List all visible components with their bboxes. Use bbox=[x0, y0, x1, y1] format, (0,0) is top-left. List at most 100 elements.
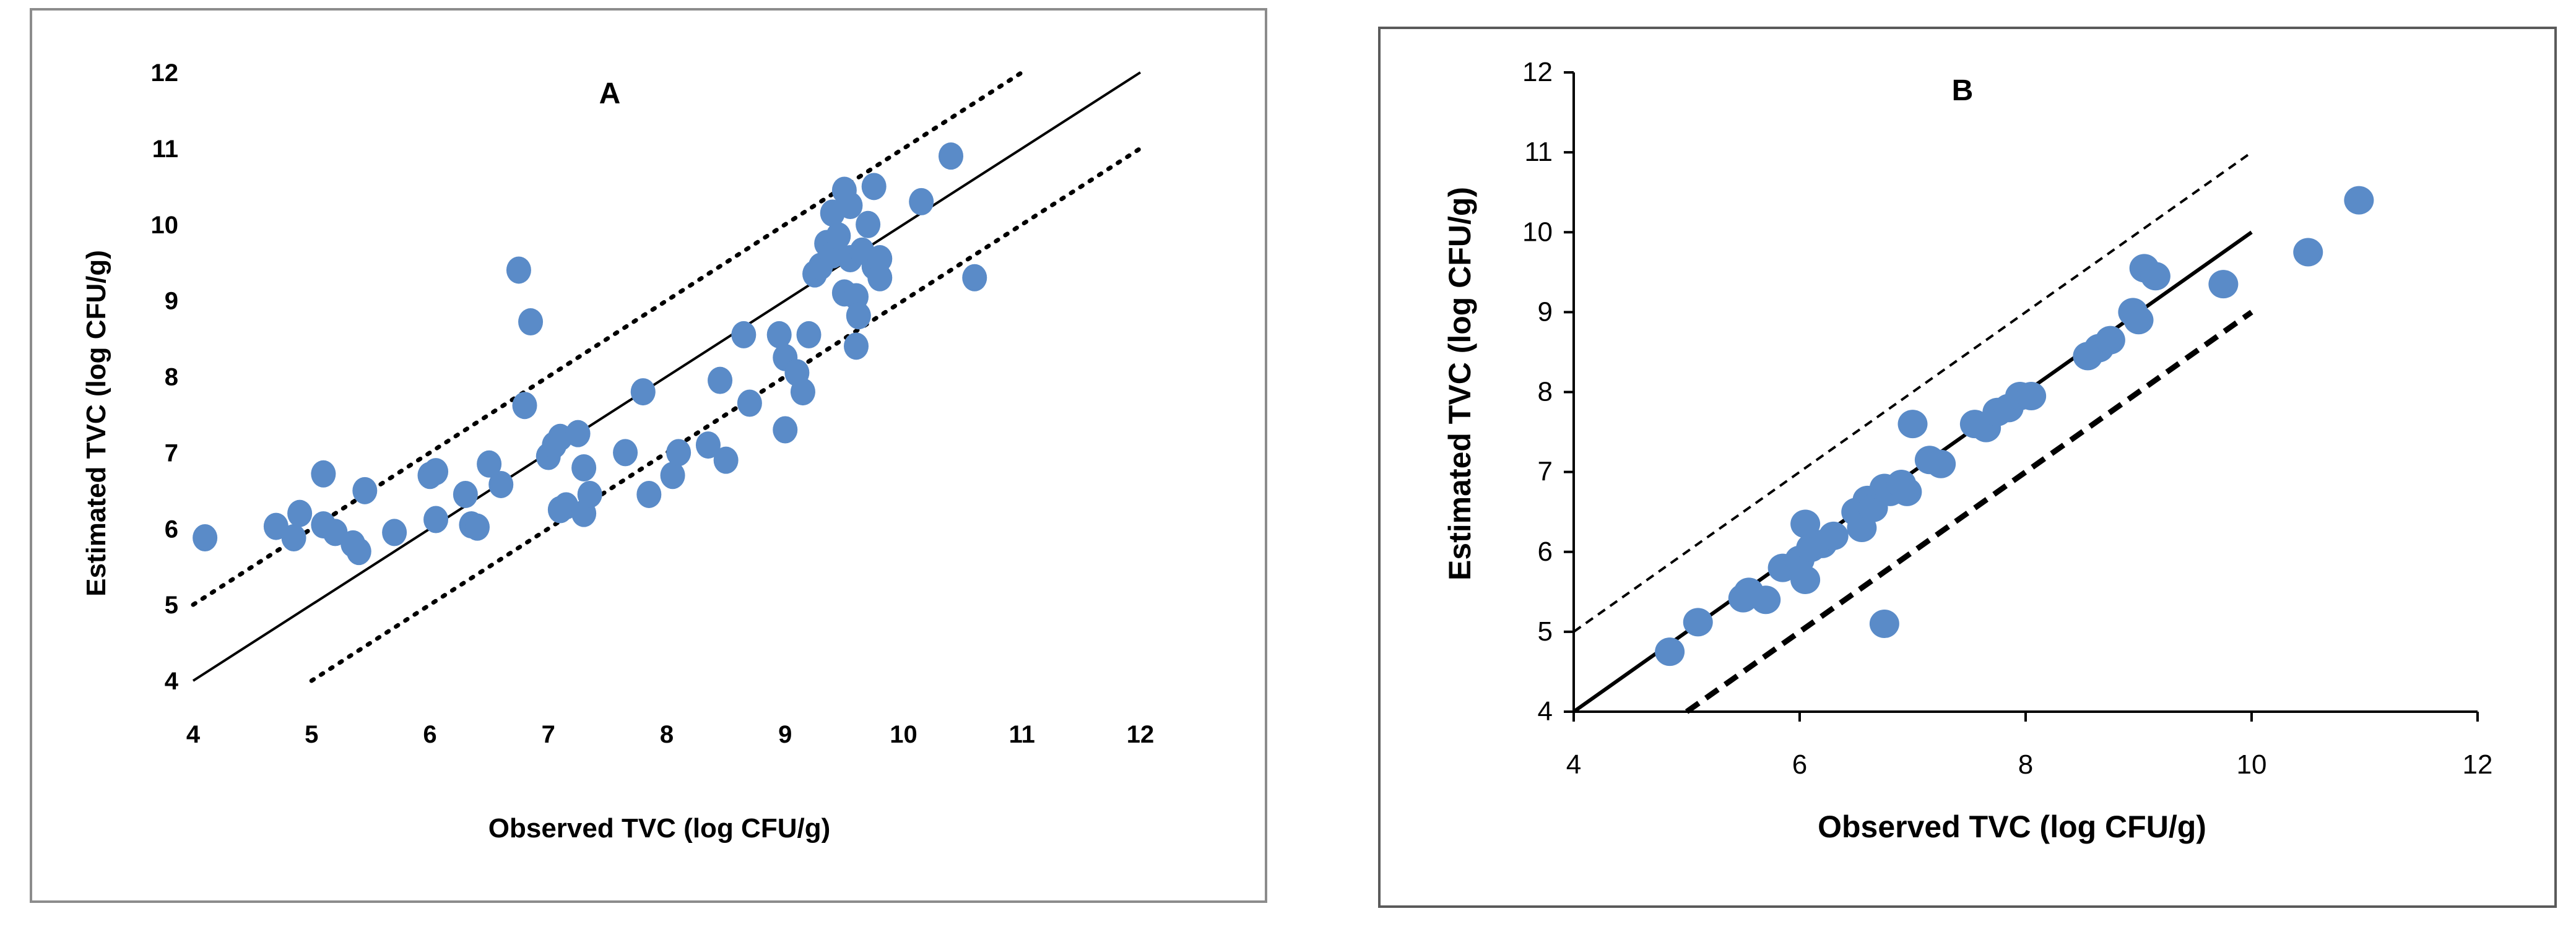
data-point bbox=[695, 431, 721, 459]
y-tick-label: 5 bbox=[165, 592, 178, 619]
data-point bbox=[962, 264, 987, 291]
reference-line-solid bbox=[192, 71, 1142, 682]
y-tick-label: 7 bbox=[1538, 457, 1553, 487]
chart-a: A 4 5 6 7 8 9 10 11 12 4 5 6 7 8 9 10 11 12 Observed TVC… bbox=[30, 8, 1267, 903]
data-point bbox=[613, 439, 638, 467]
x-tick-label: 10 bbox=[2237, 749, 2267, 780]
data-point bbox=[630, 378, 656, 406]
data-point bbox=[1790, 509, 1821, 538]
y-tick-label: 4 bbox=[1538, 696, 1553, 727]
data-point bbox=[1926, 449, 1956, 478]
data-point bbox=[1892, 477, 1922, 506]
data-point bbox=[2123, 306, 2154, 335]
x-tick-label: 8 bbox=[2018, 749, 2033, 780]
y-tick-label: 11 bbox=[1524, 137, 1553, 167]
data-point bbox=[311, 460, 336, 488]
data-point bbox=[2140, 262, 2171, 291]
data-point bbox=[512, 392, 537, 420]
chart-a-y-axis-label: Estimated TVC (log CFU/g) bbox=[81, 250, 111, 597]
y-tick-label: 12 bbox=[151, 59, 179, 87]
data-point bbox=[844, 332, 869, 360]
y-tick-label: 9 bbox=[1538, 296, 1553, 327]
y-tick-label: 4 bbox=[165, 668, 179, 695]
data-point bbox=[636, 480, 662, 508]
x-tick-label: 11 bbox=[1009, 721, 1035, 748]
y-tick-label: 9 bbox=[165, 288, 178, 315]
y-tick-label: 11 bbox=[152, 136, 178, 163]
x-tick-label: 6 bbox=[423, 721, 436, 748]
data-point bbox=[737, 389, 762, 417]
data-point bbox=[1818, 521, 1849, 550]
data-point bbox=[488, 470, 514, 498]
data-point bbox=[477, 450, 502, 478]
data-point bbox=[2208, 270, 2239, 299]
chart-a-title: A bbox=[599, 77, 621, 110]
data-point bbox=[1897, 410, 1928, 439]
data-point bbox=[453, 480, 478, 508]
x-tick-label: 4 bbox=[1566, 749, 1581, 780]
chart-a-lines bbox=[191, 70, 1143, 683]
x-tick-label: 12 bbox=[1127, 721, 1155, 748]
data-point bbox=[846, 302, 871, 330]
data-point bbox=[506, 256, 531, 284]
data-point bbox=[465, 513, 490, 541]
data-point bbox=[660, 462, 685, 490]
chart-b: B 4 6 8 10 12 4 5 6 7 8 9 10 11 12 Observed TVC (log… bbox=[1378, 27, 2557, 908]
chart-a-y-tick-labels: 4 5 6 7 8 9 10 11 12 bbox=[151, 59, 179, 695]
data-point bbox=[796, 321, 822, 348]
y-tick-label: 10 bbox=[151, 212, 179, 239]
data-point bbox=[867, 245, 893, 273]
data-point bbox=[423, 458, 449, 486]
x-tick-label: 10 bbox=[890, 721, 917, 748]
data-point bbox=[826, 222, 851, 250]
x-tick-label: 8 bbox=[660, 721, 674, 748]
chart-b-title: B bbox=[1952, 74, 1974, 107]
chart-b-y-tick-labels: 4 5 6 7 8 9 10 11 12 bbox=[1522, 57, 1553, 727]
data-point bbox=[382, 519, 407, 546]
chart-b-y-axis-label: Estimated TVC (log CFU/g) bbox=[1442, 187, 1477, 580]
y-tick-label: 6 bbox=[1538, 537, 1553, 567]
x-tick-label: 6 bbox=[1792, 749, 1807, 780]
y-tick-label: 12 bbox=[1522, 57, 1553, 87]
data-point bbox=[713, 446, 739, 474]
data-point bbox=[2293, 238, 2323, 267]
data-point bbox=[2095, 326, 2125, 355]
data-point bbox=[352, 477, 378, 504]
data-point bbox=[287, 499, 313, 527]
data-point bbox=[577, 480, 602, 508]
data-point bbox=[1869, 609, 1899, 638]
x-tick-label: 12 bbox=[2463, 749, 2493, 780]
y-tick-label: 10 bbox=[1522, 217, 1553, 247]
y-tick-label: 6 bbox=[165, 516, 178, 543]
data-point bbox=[766, 321, 792, 348]
data-point bbox=[773, 416, 798, 444]
data-point bbox=[909, 188, 934, 215]
data-point bbox=[571, 454, 597, 481]
y-tick-label: 8 bbox=[165, 364, 178, 391]
data-point bbox=[423, 506, 449, 533]
data-point bbox=[856, 210, 881, 238]
x-tick-label: 7 bbox=[542, 721, 555, 748]
data-point bbox=[2016, 381, 2047, 410]
data-point bbox=[1655, 637, 1685, 667]
data-point bbox=[518, 308, 544, 336]
data-point bbox=[838, 192, 863, 220]
y-tick-label: 5 bbox=[1538, 616, 1553, 647]
chart-b-x-tick-labels: 4 6 8 10 12 bbox=[1566, 749, 2493, 780]
data-point bbox=[790, 378, 815, 406]
chart-a-points bbox=[193, 142, 987, 566]
data-point bbox=[346, 538, 371, 566]
data-point bbox=[731, 321, 757, 348]
y-tick-label: 7 bbox=[165, 439, 178, 467]
chart-b-x-axis-label: Observed TVC (log CFU/g) bbox=[1818, 809, 2206, 844]
data-point bbox=[281, 524, 306, 551]
x-tick-label: 9 bbox=[778, 721, 792, 748]
x-tick-label: 4 bbox=[186, 721, 201, 748]
chart-a-x-tick-labels: 4 5 6 7 8 9 10 11 12 bbox=[186, 721, 1154, 748]
data-point bbox=[565, 420, 591, 447]
data-point bbox=[666, 439, 692, 467]
reference-line-dashed-thin bbox=[1572, 151, 2253, 633]
data-point bbox=[1751, 585, 1781, 615]
data-point bbox=[1790, 565, 1821, 594]
